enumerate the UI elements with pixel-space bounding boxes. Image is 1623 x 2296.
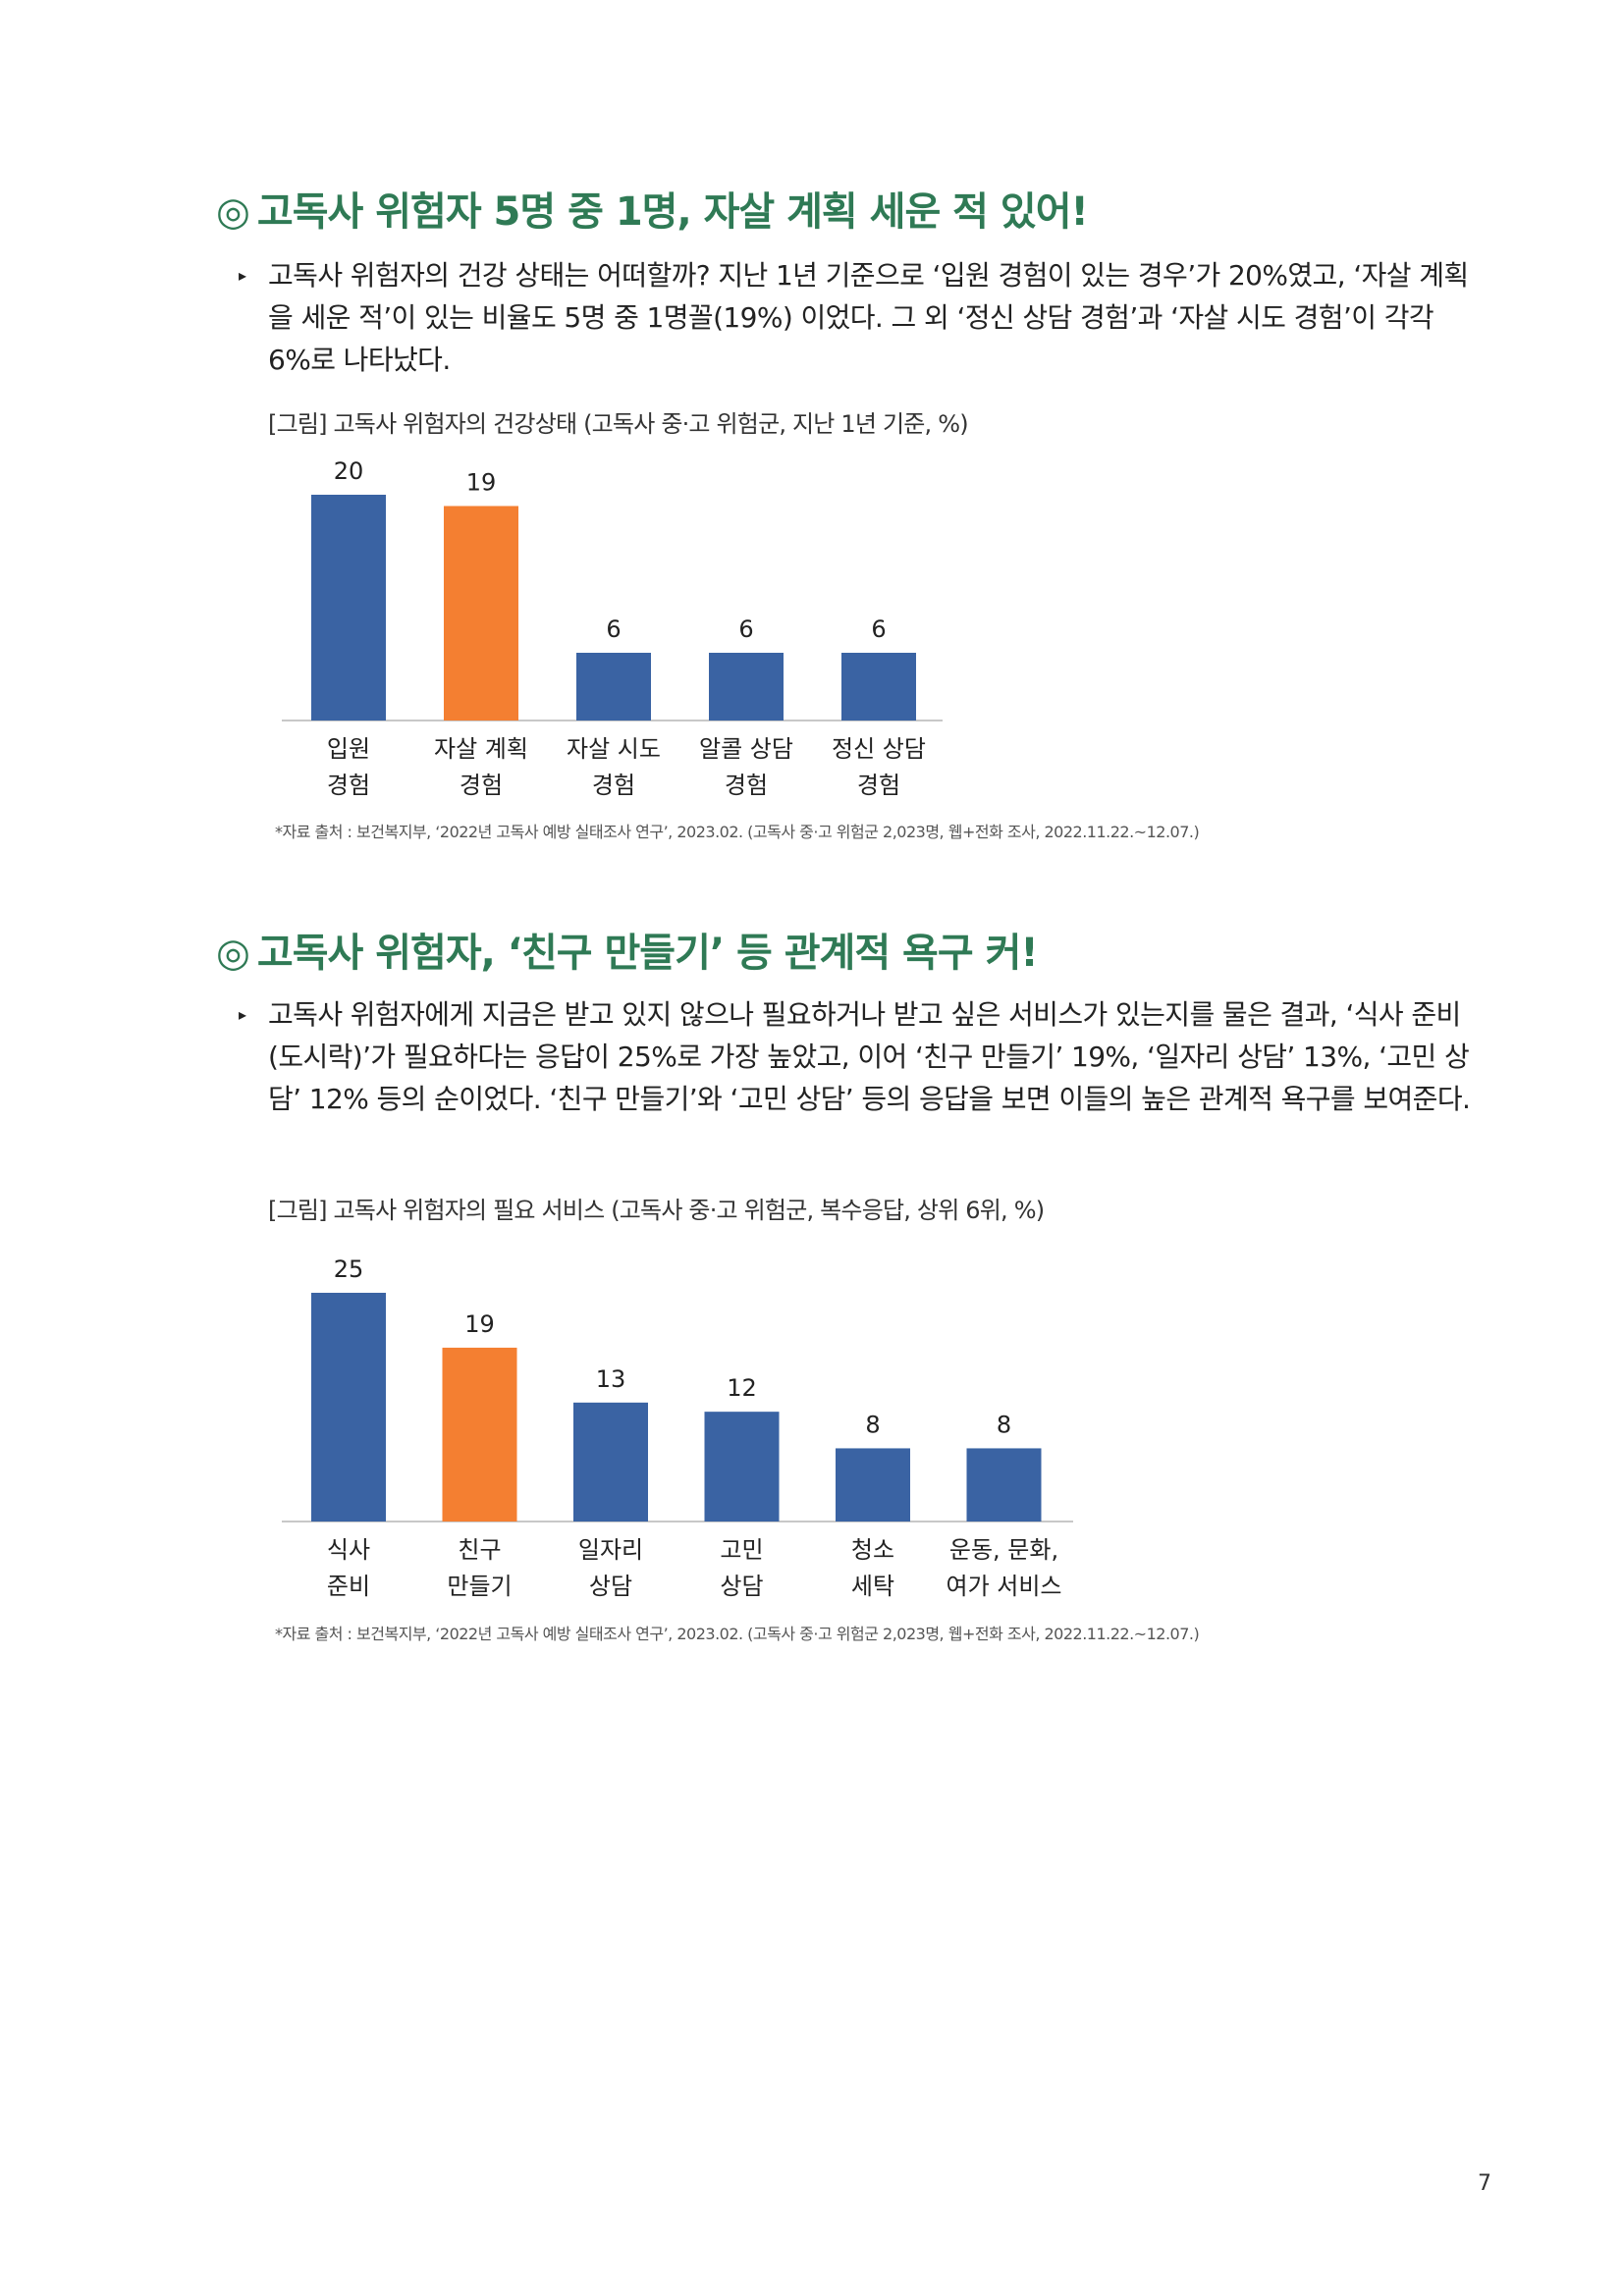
category-label: 경험 (460, 772, 503, 799)
bar (966, 1448, 1042, 1522)
category-label: 식사 (327, 1536, 370, 1564)
category-label: 청소 (851, 1536, 894, 1564)
section2-paragraph-text: 고독사 위험자에게 지금은 받고 있지 않으나 필요하거나 받고 싶은 서비스가… (268, 998, 1471, 1115)
bar (709, 653, 784, 721)
data-label: 6 (606, 615, 621, 643)
bar (841, 653, 916, 721)
triangle-bullet-icon: ▸ (239, 1005, 246, 1024)
data-label: 6 (871, 615, 886, 643)
category-label: 친구 (458, 1536, 501, 1564)
category-label: 입원 (327, 735, 370, 763)
data-label: 8 (997, 1411, 1011, 1438)
data-label: 6 (738, 615, 753, 643)
category-label: 고민 (720, 1536, 763, 1564)
category-label: 상담 (720, 1573, 763, 1600)
bar (444, 506, 518, 721)
bar (311, 1293, 386, 1522)
section1-title: 고독사 위험자 5명 중 1명, 자살 계획 세운 적 있어! (256, 189, 1089, 235)
section1-source-note: *자료 출처 : 보건복지부, ‘2022년 고독사 예방 실태조사 연구’, … (275, 823, 1200, 841)
category-label: 만들기 (447, 1573, 512, 1600)
category-label: 자살 계획 (434, 735, 528, 763)
category-label: 일자리 (578, 1536, 643, 1564)
data-label: 12 (727, 1374, 757, 1402)
category-label: 경험 (725, 772, 768, 799)
triangle-bullet-icon: ▸ (239, 266, 246, 285)
data-label: 8 (865, 1411, 880, 1438)
section2-figure-caption: [그림] 고독사 위험자의 필요 서비스 (고독사 중·고 위험군, 복수응답,… (268, 1197, 1045, 1224)
category-label: 준비 (327, 1573, 370, 1600)
data-label: 19 (464, 1310, 495, 1338)
section2-heading: ◎ 고독사 위험자, ‘친구 만들기’ 등 관계적 욕구 커! (216, 921, 1039, 978)
category-label: 경험 (592, 772, 635, 799)
bar (836, 1448, 910, 1522)
category-label: 세탁 (851, 1573, 894, 1600)
page-number: 7 (1478, 2171, 1491, 2196)
category-label: 알콜 상담 (699, 735, 793, 763)
category-label: 경험 (327, 772, 370, 799)
category-label: 정신 상담 (832, 735, 926, 763)
section2-paragraph: ▸ 고독사 위험자에게 지금은 받고 있지 않으나 필요하거나 받고 싶은 서비… (239, 993, 1483, 1120)
category-label: 자살 시도 (567, 735, 661, 763)
section1-paragraph-text: 고독사 위험자의 건강 상태는 어떠할까? 지난 1년 기준으로 ‘입원 경험이… (268, 259, 1469, 376)
section1-paragraph: ▸ 고독사 위험자의 건강 상태는 어떠할까? 지난 1년 기준으로 ‘입원 경… (239, 254, 1483, 381)
section2-title: 고독사 위험자, ‘친구 만들기’ 등 관계적 욕구 커! (256, 931, 1039, 976)
bar (576, 653, 651, 721)
section2-source-note: *자료 출처 : 보건복지부, ‘2022년 고독사 예방 실태조사 연구’, … (275, 1625, 1200, 1643)
bar (573, 1402, 648, 1522)
section1-heading: ◎ 고독사 위험자 5명 중 1명, 자살 계획 세운 적 있어! (216, 180, 1089, 237)
section2-bullseye-icon: ◎ (216, 931, 250, 976)
category-label: 여가 서비스 (946, 1573, 1061, 1600)
bar (311, 495, 386, 721)
data-label: 19 (466, 469, 497, 497)
bar (704, 1412, 780, 1522)
section1-figure-caption: [그림] 고독사 위험자의 건강상태 (고독사 중·고 위험군, 지난 1년 기… (268, 410, 969, 438)
category-label: 경험 (857, 772, 900, 799)
category-label: 상담 (589, 1573, 632, 1600)
data-label: 13 (596, 1365, 626, 1393)
data-label: 25 (334, 1255, 364, 1283)
bar (442, 1347, 517, 1522)
section1-bullseye-icon: ◎ (216, 189, 250, 235)
category-label: 운동, 문화, (949, 1536, 1058, 1564)
data-label: 20 (334, 457, 364, 485)
